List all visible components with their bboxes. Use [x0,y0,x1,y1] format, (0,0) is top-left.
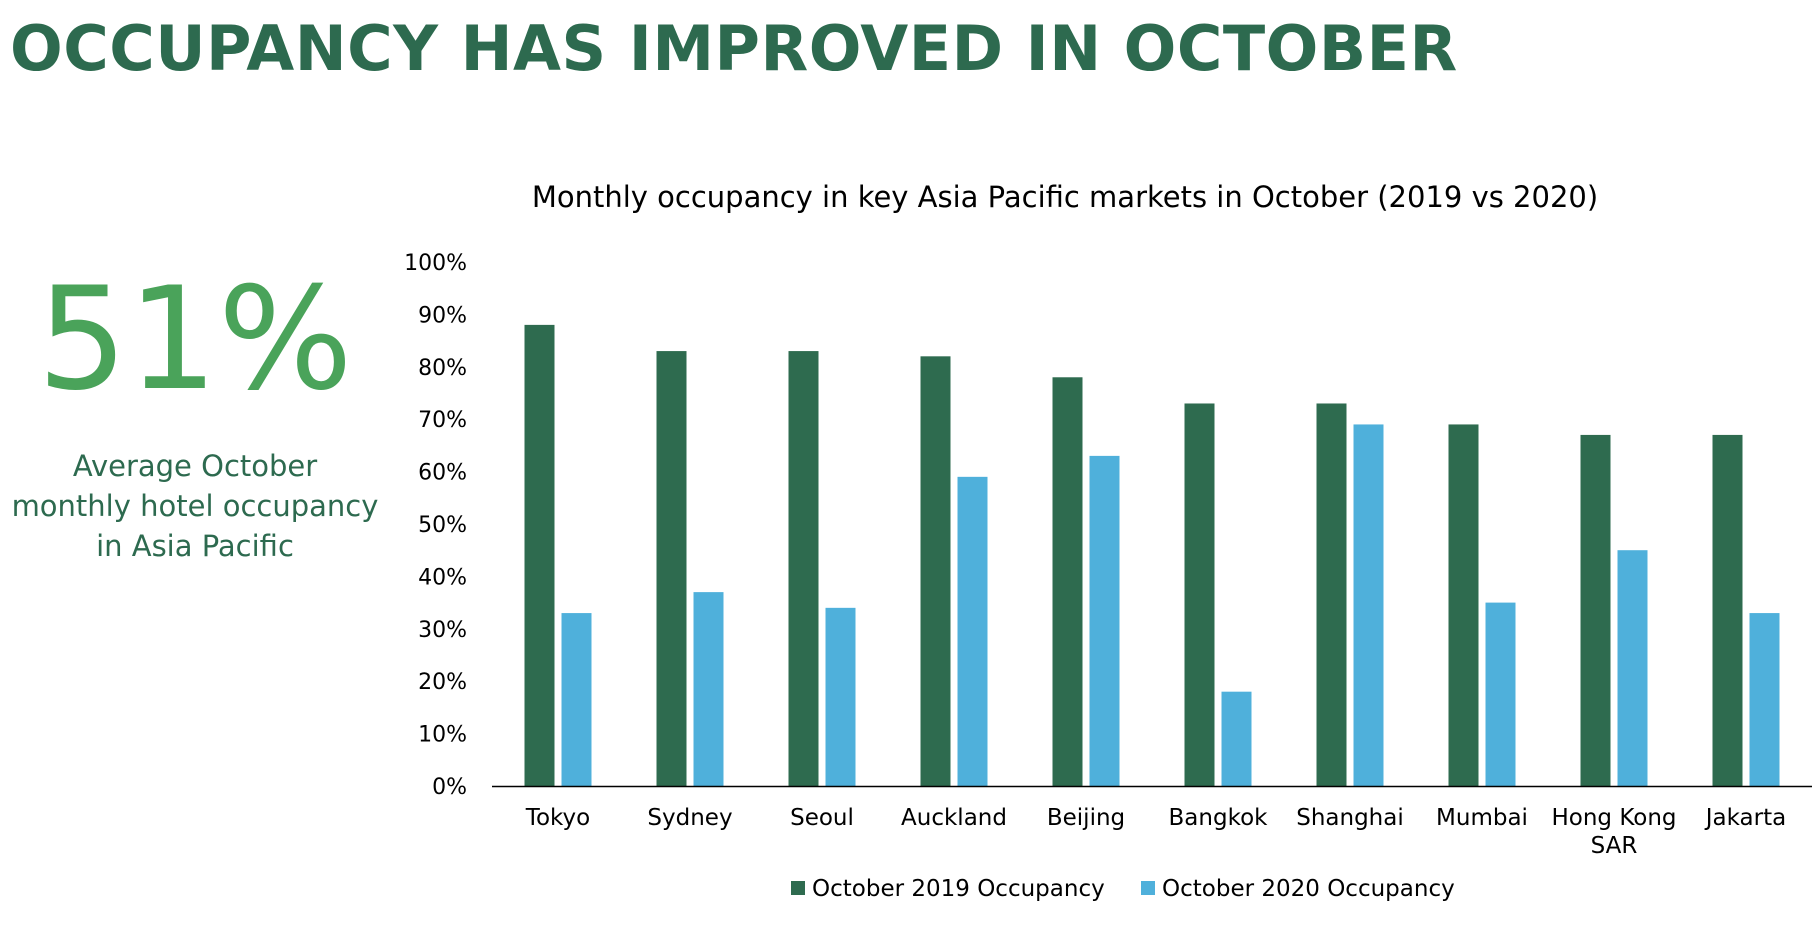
bar-2020 [957,476,988,786]
x-category-label: Beijing [1047,805,1125,831]
page-title: OCCUPANCY HAS IMPROVED IN OCTOBER [10,12,1458,85]
bar-2020 [561,613,592,786]
x-category-label: Hong Kong SAR [1551,805,1676,859]
bar-2019 [524,324,555,786]
bar-2019 [920,356,951,786]
x-category-label: Seoul [790,805,854,831]
bars [524,324,1780,786]
y-tick-label: 50% [418,513,467,538]
legend: October 2019 Occupancy October 2020 Occup… [791,876,1455,902]
bar-2019 [1580,434,1611,786]
y-tick-label: 40% [418,565,467,590]
x-category-label: Auckland [901,805,1007,831]
bar-2019 [788,351,819,786]
x-category-label: Bangkok [1169,805,1269,831]
y-tick-label: 10% [418,723,467,748]
bar-2020 [1749,613,1780,786]
bar-2019 [1184,403,1215,786]
y-tick-label: 100% [404,251,467,276]
y-axis: 0% 10% 20% 30% 40% 50% 60% 70% 80% 90% 100% [404,251,467,800]
legend-swatch [1141,881,1155,895]
y-tick-label: 60% [418,461,467,486]
kpi-caption-line: Average October [72,449,318,483]
bar-2020 [1485,602,1516,786]
y-tick-label: 0% [432,775,467,800]
bar-2020 [693,592,724,786]
kpi-caption-line: monthly hotel occupancy [11,489,379,523]
y-tick-label: 90% [418,303,467,328]
legend-swatch [791,881,805,895]
bar-2019 [1712,434,1743,786]
bar-2019 [1052,377,1083,786]
x-axis: Tokyo Sydney Seoul Auckland Beijing Bangkok Sh… [492,785,1812,859]
x-category-label: Mumbai [1436,805,1528,831]
bar-2020 [1221,691,1252,786]
x-category-label: Jakarta [1704,805,1786,831]
chart-title: Monthly occupancy in key Asia Pacific ma… [532,180,1598,214]
kpi-caption-line: in Asia Pacific [96,529,294,563]
legend-label: October 2020 Occupancy [1162,876,1455,902]
bar-2019 [1448,424,1479,786]
kpi-caption: Average October monthly hotel occupancy … [0,446,390,566]
bar-2019 [1316,403,1347,786]
x-category-label: Tokyo [525,805,590,831]
x-category-label: Shanghai [1296,805,1404,831]
y-tick-label: 70% [418,408,467,433]
bar-2020 [1617,550,1648,786]
y-tick-label: 20% [418,670,467,695]
y-tick-label: 30% [418,618,467,643]
bar-2020 [1089,455,1120,786]
bar-2020 [1353,424,1384,786]
bar-2020 [825,607,856,786]
kpi-value: 51% [37,257,353,422]
legend-label: October 2019 Occupancy [812,876,1105,902]
bar-2019 [656,351,687,786]
y-tick-label: 80% [418,356,467,381]
x-category-label: Sydney [647,805,732,831]
